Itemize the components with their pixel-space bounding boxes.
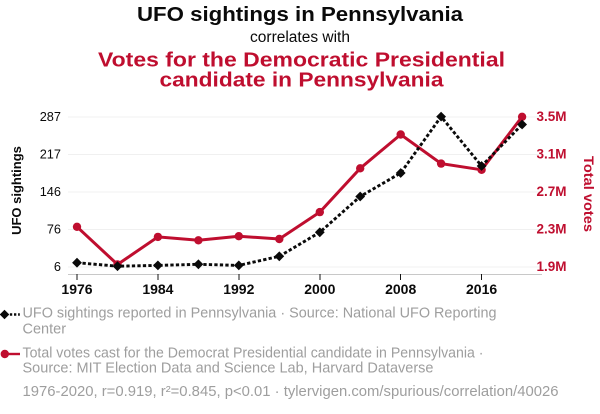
svg-text:3.5M: 3.5M: [537, 109, 567, 124]
svg-text:1992: 1992: [223, 281, 254, 297]
svg-text:146: 146: [40, 184, 61, 199]
svg-text:2016: 2016: [466, 281, 497, 297]
svg-text:6: 6: [54, 259, 61, 274]
svg-text:1976-2020, r=0.919, r²=0.845,: 1976-2020, r=0.919, r²=0.845, p<0.01 · t…: [23, 384, 559, 400]
svg-text:UFO sightings reported in Penn: UFO sightings reported in Pennsylvania ·…: [23, 305, 497, 321]
svg-text:UFO sightings: UFO sightings: [9, 146, 24, 235]
svg-text:3.1M: 3.1M: [537, 147, 567, 162]
svg-text:1984: 1984: [142, 281, 173, 297]
svg-text:1.9M: 1.9M: [537, 259, 567, 274]
svg-text:Center: Center: [23, 321, 67, 337]
svg-text:Source: MIT Election Data and: Source: MIT Election Data and Science La…: [23, 361, 434, 377]
svg-text:287: 287: [40, 109, 61, 124]
svg-text:2000: 2000: [304, 281, 335, 297]
svg-text:2.7M: 2.7M: [537, 184, 567, 199]
svg-text:1976: 1976: [61, 281, 92, 297]
svg-text:Votes for the Democratic Presi: Votes for the Democratic Presidential: [98, 49, 505, 72]
svg-text:217: 217: [40, 147, 61, 162]
svg-text:2.3M: 2.3M: [537, 222, 567, 237]
svg-text:UFO sightings in Pennsylvania: UFO sightings in Pennsylvania: [137, 4, 464, 26]
svg-text:2008: 2008: [385, 281, 416, 297]
svg-text:correlates with: correlates with: [250, 29, 350, 46]
svg-text:Total votes: Total votes: [581, 156, 596, 232]
svg-text:candidate in Pennsylvania: candidate in Pennsylvania: [160, 69, 445, 92]
svg-text:76: 76: [47, 222, 61, 237]
svg-text:Total votes cast for the Democ: Total votes cast for the Democrat Presid…: [23, 345, 484, 361]
